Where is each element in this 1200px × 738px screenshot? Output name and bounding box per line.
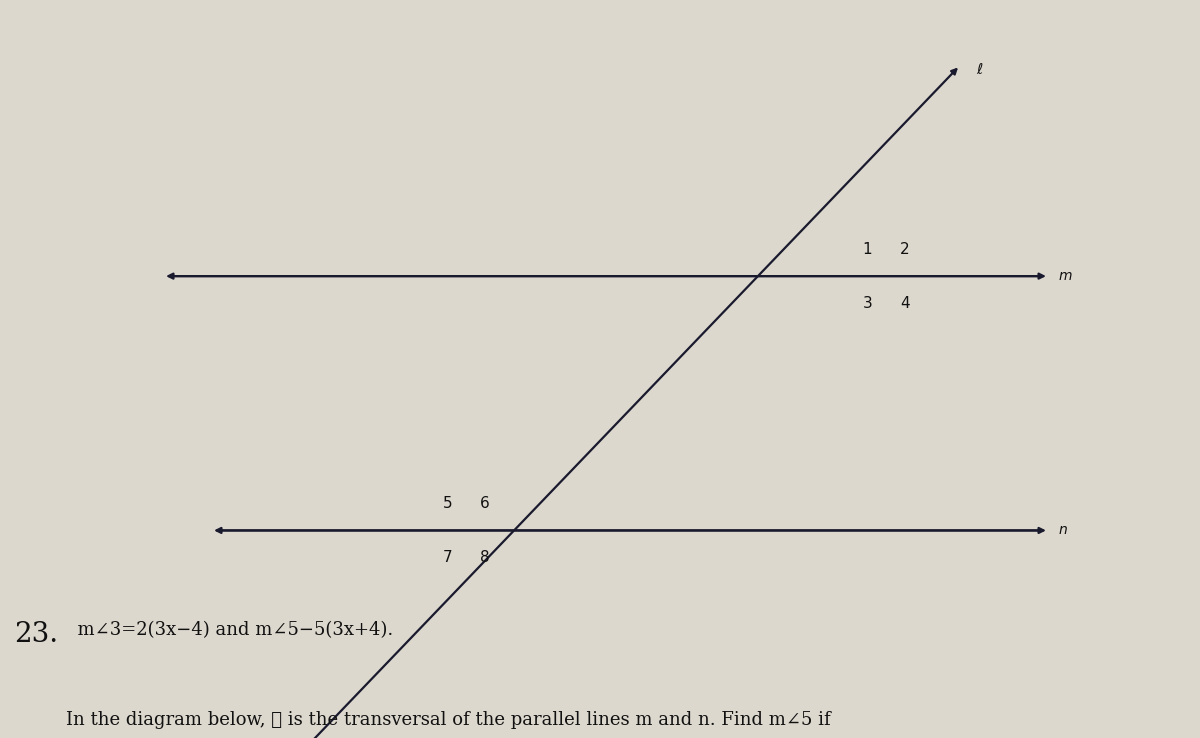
Text: In the diagram below, ℓ is the transversal of the parallel lines m and n. Find m: In the diagram below, ℓ is the transvers… [66,711,830,728]
Text: 5: 5 [443,496,452,511]
Text: 1: 1 [863,241,872,257]
Text: 7: 7 [443,550,452,565]
Text: 3: 3 [863,296,872,311]
Text: m∠3=2(3x−4) and m∠5−5(3x+4).: m∠3=2(3x−4) and m∠5−5(3x+4). [66,621,394,639]
Text: 6: 6 [480,496,490,511]
Text: 23.: 23. [14,621,59,648]
Text: $\ell$: $\ell$ [976,61,983,77]
Text: 2: 2 [900,241,910,257]
Text: 4: 4 [900,296,910,311]
Text: $\it{n}$: $\it{n}$ [1058,523,1068,537]
Text: 8: 8 [480,550,490,565]
Text: $\it{m}$: $\it{m}$ [1058,269,1073,283]
